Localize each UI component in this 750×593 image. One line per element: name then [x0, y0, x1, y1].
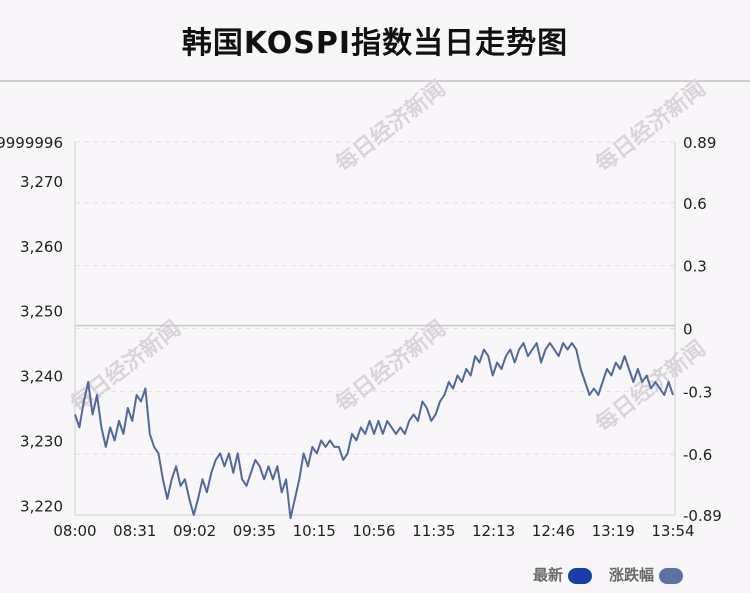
title-divider — [0, 80, 750, 82]
legend-label-latest: 最新 — [533, 566, 564, 584]
y-left-tick-label: 9999996 — [0, 134, 63, 152]
y-left-tick-label: 3,260 — [20, 238, 63, 256]
x-tick-label: 11:35 — [412, 522, 455, 540]
y-left-tick-label: 3,270 — [20, 173, 63, 191]
x-tick-label: 12:13 — [472, 522, 515, 540]
y-right-tick-label: 0.89 — [683, 134, 716, 152]
watermark-text: 每日经济新闻 — [331, 316, 451, 418]
legend-label-change: 涨跌幅 — [609, 566, 655, 584]
legend-item-change[interactable]: 涨跌幅 — [609, 564, 684, 585]
x-tick-label: 08:31 — [113, 522, 156, 540]
y-left-tick-label: 3,230 — [20, 432, 63, 450]
y-left-tick-label: 3,240 — [20, 368, 63, 386]
watermark-text: 每日经济新闻 — [331, 76, 451, 178]
x-tick-label: 10:15 — [293, 522, 336, 540]
y-left-tick-label: 3,220 — [20, 497, 63, 515]
legend-swatch-change — [659, 567, 684, 584]
watermark-text: 每日经济新闻 — [591, 76, 711, 178]
y-right-tick-label: -0.3 — [683, 383, 712, 401]
series-line-latest — [74, 342, 674, 520]
x-tick-label: 10:56 — [352, 522, 395, 540]
legend-item-latest[interactable]: 最新 — [533, 564, 593, 585]
y-right-tick-label: -0.6 — [683, 446, 712, 464]
y-axis-left: 3,220 3,230 3,240 3,250 3,260 3,270 9999996 — [0, 134, 63, 515]
x-tick-label: 09:35 — [233, 522, 276, 540]
y-right-tick-label: -0.89 — [683, 507, 722, 525]
grid — [75, 141, 675, 516]
y-right-tick-label: 0 — [683, 321, 693, 339]
axes — [74, 142, 676, 516]
x-axis: 08:00 08:31 09:02 09:35 10:15 10:56 11:35 12:13… — [53, 522, 694, 540]
x-tick-label: 12:46 — [532, 522, 575, 540]
y-axis-right: -0.89 -0.6 -0.3 0 0.3 0.6 0.89 — [683, 134, 722, 525]
x-tick-label: 13:54 — [651, 522, 694, 540]
series — [74, 342, 674, 520]
y-right-tick-label: 0.3 — [683, 258, 707, 276]
chart-title: 韩国KOSPI指数当日走势图 — [181, 26, 569, 61]
x-tick-label: 08:00 — [53, 522, 96, 540]
y-left-tick-label: 3,250 — [20, 303, 63, 321]
y-right-tick-label: 0.6 — [683, 195, 707, 213]
x-tick-label: 09:02 — [173, 522, 216, 540]
x-tick-label: 13:19 — [592, 522, 635, 540]
legend-swatch-latest — [568, 567, 593, 584]
